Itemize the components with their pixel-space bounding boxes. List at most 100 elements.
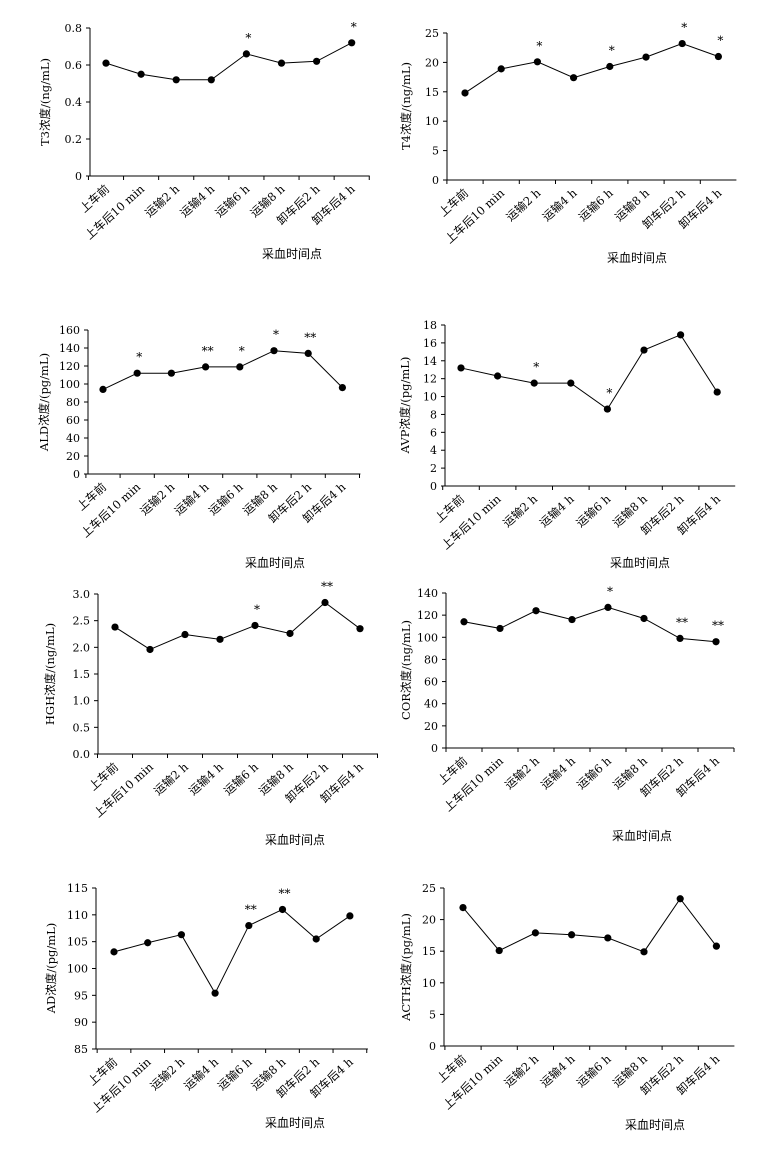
x-category-label: 运输2 h bbox=[137, 479, 178, 517]
y-tick-label: 90 bbox=[74, 1016, 88, 1029]
x-category-label: 运输2 h bbox=[142, 181, 183, 219]
y-tick-label: 95 bbox=[74, 989, 88, 1002]
significance-marker: ** bbox=[202, 344, 214, 358]
data-point bbox=[460, 618, 468, 626]
data-point bbox=[102, 59, 110, 67]
x-category-label: 运输2 h bbox=[500, 491, 541, 529]
data-point bbox=[714, 52, 723, 61]
y-axis-title: AD浓度/(pg/mL) bbox=[44, 923, 58, 1015]
y-tick-label: 0 bbox=[431, 742, 438, 755]
data-point bbox=[110, 948, 118, 956]
significance-marker: * bbox=[536, 39, 542, 53]
x-axis-title: 采血时间点 bbox=[262, 247, 322, 261]
y-axis-title: HGH浓度/(ng/mL) bbox=[43, 623, 57, 725]
data-point bbox=[677, 331, 685, 339]
y-tick-label: 0.4 bbox=[65, 96, 83, 109]
series-line bbox=[114, 601, 361, 651]
y-tick-label: 0 bbox=[429, 1040, 436, 1053]
data-point bbox=[461, 89, 469, 97]
x-axis-title: 采血时间点 bbox=[612, 829, 672, 843]
x-category-label: 运输4 h bbox=[177, 181, 218, 219]
series-line bbox=[113, 908, 351, 995]
data-point bbox=[99, 385, 107, 393]
x-category-label: 运输4 h bbox=[181, 1054, 222, 1092]
significance-marker: * bbox=[607, 584, 613, 598]
x-category-label: 运输6 h bbox=[574, 753, 615, 791]
y-tick-label: 5 bbox=[432, 145, 439, 158]
x-category-label: 运输2 h bbox=[151, 759, 192, 797]
y-tick-label: 1.0 bbox=[73, 695, 91, 708]
data-point bbox=[144, 939, 152, 947]
x-category-label: 运输4 h bbox=[537, 1051, 578, 1089]
x-axis-title: 采血时间点 bbox=[265, 833, 325, 847]
y-tick-label: 100 bbox=[67, 963, 88, 976]
data-point bbox=[496, 624, 504, 633]
data-point bbox=[642, 53, 650, 61]
significance-marker: * bbox=[533, 360, 539, 374]
data-point bbox=[676, 895, 684, 903]
y-tick-label: 20 bbox=[424, 720, 438, 733]
y-tick-label: 0 bbox=[432, 174, 439, 187]
x-category-label: 运输4 h bbox=[538, 753, 579, 791]
significance-marker: * bbox=[606, 386, 612, 400]
significance-marker: * bbox=[273, 328, 279, 342]
y-tick-label: 0 bbox=[430, 480, 437, 493]
series-line bbox=[105, 42, 352, 81]
data-point bbox=[133, 369, 141, 377]
y-tick-label: 100 bbox=[417, 631, 438, 644]
series-line bbox=[102, 350, 343, 390]
y-tick-label: 110 bbox=[67, 909, 88, 922]
data-point bbox=[146, 645, 154, 654]
y-tick-label: 20 bbox=[425, 56, 439, 69]
y-tick-label: 14 bbox=[423, 355, 437, 368]
x-category-label: 运输6 h bbox=[221, 759, 262, 797]
y-tick-label: 3.0 bbox=[73, 588, 91, 601]
data-point bbox=[713, 388, 721, 396]
data-point bbox=[167, 369, 175, 377]
x-category-label: 运输2 h bbox=[503, 185, 544, 223]
data-point bbox=[137, 70, 145, 78]
y-tick-label: 0 bbox=[75, 170, 82, 183]
data-point bbox=[304, 349, 312, 357]
data-point bbox=[568, 931, 576, 939]
x-axis-title: 采血时间点 bbox=[625, 1118, 685, 1132]
y-tick-label: 100 bbox=[59, 378, 80, 391]
y-tick-label: 0.5 bbox=[73, 721, 91, 734]
data-point bbox=[712, 942, 721, 950]
data-point bbox=[497, 65, 505, 73]
data-point bbox=[570, 74, 578, 82]
y-tick-label: 12 bbox=[423, 373, 437, 386]
y-tick-label: 6 bbox=[430, 426, 437, 439]
data-point bbox=[530, 379, 538, 387]
y-tick-label: 25 bbox=[425, 27, 439, 40]
y-tick-label: 60 bbox=[66, 414, 80, 427]
data-point bbox=[321, 598, 329, 607]
y-tick-label: 0.0 bbox=[73, 748, 91, 761]
data-point bbox=[211, 989, 219, 997]
significance-marker: * bbox=[245, 31, 251, 45]
y-tick-label: 20 bbox=[422, 914, 436, 927]
y-axis-title: AVP浓度/(pg/mL) bbox=[398, 357, 412, 455]
y-tick-label: 0.8 bbox=[65, 22, 83, 35]
series-line bbox=[463, 606, 717, 643]
x-axis-title: 采血时间点 bbox=[607, 251, 667, 265]
data-point bbox=[111, 623, 119, 631]
data-point bbox=[207, 76, 215, 84]
y-axis-title: COR浓度/(ng/mL) bbox=[399, 620, 413, 720]
data-point bbox=[532, 607, 540, 615]
data-point bbox=[242, 50, 250, 58]
x-axis-title: 采血时间点 bbox=[610, 556, 670, 570]
y-tick-label: 25 bbox=[422, 882, 436, 895]
y-tick-label: 120 bbox=[417, 609, 438, 622]
y-axis-title: ALD浓度/(pg/mL) bbox=[37, 353, 51, 452]
y-tick-label: 2.5 bbox=[73, 615, 91, 628]
series-line bbox=[460, 334, 718, 410]
x-category-label: 运输6 h bbox=[212, 181, 253, 219]
data-point bbox=[277, 59, 286, 67]
significance-marker: * bbox=[254, 602, 260, 616]
